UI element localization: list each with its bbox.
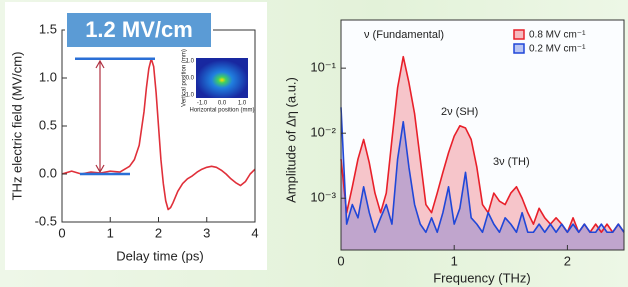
inset-tick: 1.0 [238,101,247,107]
inset-tick: -1.0 [184,93,195,99]
y-tick-label: 10⁻¹ [310,60,336,75]
inset-tick: -1.0 [197,101,208,107]
annotation: 2ν (SH) [441,106,478,118]
y-tick-label: 10⁻² [310,125,336,140]
y-tick-label: 1.0 [39,69,57,84]
y-tick-label: 0.5 [39,117,57,132]
y-tick-label: 0.0 [39,165,57,180]
inset-xlabel: Horizontal position (mm) [189,108,254,114]
y-tick-label: 10⁻³ [310,190,336,205]
x-tick-label: 1 [451,253,458,268]
x-tick-label: 2 [564,253,571,268]
y-axis-label: Amplitude of Δη (a.u.) [283,77,298,203]
legend-label: 0.2 MV cm⁻¹ [529,44,586,55]
x-tick-label: 4 [251,225,258,240]
page: {"chart_data": [ {"type": "line", "xlabe… [0,0,628,287]
annotation: 3ν (TH) [493,156,530,168]
inset-tick: 0.0 [218,101,227,107]
annotation: ν (Fundamental) [364,29,444,41]
annotation: 1.2 MV/cm [85,17,193,42]
x-tick-label: 2 [155,225,162,240]
x-tick-label: 0 [58,225,65,240]
x-axis-label: Frequency (THz) [433,270,531,285]
legend-label: 0.8 MV cm⁻¹ [529,30,586,41]
y-axis-label: THz electric field (MV/cm) [9,52,24,201]
legend-swatch [514,44,524,53]
x-tick-label: 0 [337,253,344,268]
y-tick-label: 1.5 [39,21,57,36]
x-tick-label: 3 [203,225,210,240]
inset-heatmap [196,58,248,98]
y-tick-label: -0.5 [35,213,57,228]
legend-swatch [514,30,524,39]
figure: 0 1 2 3 4 -0.5 0.0 0.5 1.0 1.5 0 1 2 10⁻³ 10⁻² 10⁻¹ 0.8 … [0,0,628,287]
inset-tick: 1.0 [186,59,195,65]
x-axis-label: Delay time (ps) [116,248,203,263]
x-tick-label: 1 [107,225,114,240]
inset-tick: 0.0 [186,76,195,82]
